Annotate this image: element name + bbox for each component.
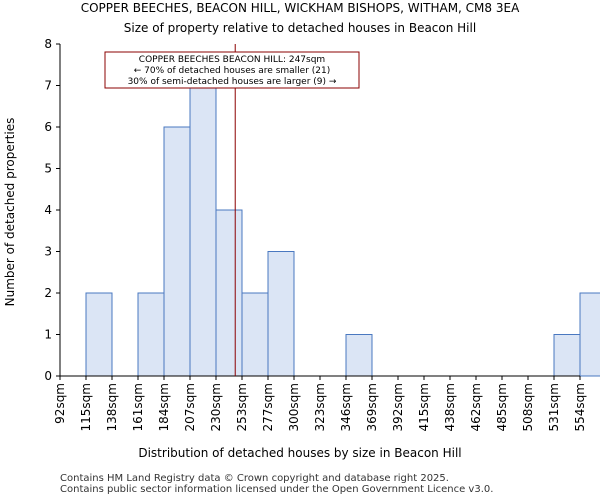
annotation-line1: COPPER BEECHES BEACON HILL: 247sqm (139, 55, 325, 65)
y-tick-label: 6 (44, 120, 52, 134)
y-tick-label: 0 (44, 369, 52, 383)
x-tick-label: 115sqm (79, 383, 93, 431)
x-tick-label: 485sqm (495, 383, 509, 431)
bar-184sqm (163, 126, 191, 377)
bar-group (85, 85, 600, 377)
annotation-line2: ← 70% of detached houses are smaller (21… (134, 66, 331, 76)
bar-161sqm (137, 292, 165, 377)
x-tick-label: 253sqm (235, 383, 249, 431)
x-tick-label: 138sqm (105, 383, 119, 431)
footer-line2: Contains public sector information licen… (60, 484, 494, 495)
y-tick-label: 8 (44, 37, 52, 51)
bar-115sqm (85, 292, 113, 377)
y-axis-label: Number of detached properties (3, 118, 17, 307)
footer-line1: Contains HM Land Registry data © Crown c… (60, 473, 449, 484)
x-tick-label: 438sqm (443, 383, 457, 431)
x-tick-label: 415sqm (417, 383, 431, 431)
histogram-chart: COPPER BEECHES, BEACON HILL, WICKHAM BIS… (3, 1, 600, 460)
x-tick-label: 161sqm (131, 383, 145, 431)
x-axis-label: Distribution of detached houses by size … (138, 446, 461, 460)
x-tick-label: 323sqm (313, 383, 327, 431)
y-axis-ticks: 0 1 2 3 4 5 6 7 8 (44, 37, 60, 383)
bar-230sqm (215, 209, 243, 377)
x-tick-label: 277sqm (261, 383, 275, 431)
bar-253sqm (241, 292, 269, 377)
y-tick-label: 4 (44, 203, 52, 217)
x-tick-label: 392sqm (391, 383, 405, 431)
footer: Contains HM Land Registry data © Crown c… (60, 473, 493, 495)
annotation-line3: 30% of semi-detached houses are larger (… (128, 77, 337, 87)
bar-277sqm (267, 251, 295, 377)
x-tick-label: 508sqm (521, 383, 535, 431)
y-tick-label: 2 (44, 286, 52, 300)
x-tick-label: 230sqm (209, 383, 223, 431)
annotation-box (104, 51, 360, 89)
bar-207sqm (189, 85, 217, 377)
y-tick-label: 1 (44, 328, 52, 342)
x-tick-label: 300sqm (287, 383, 301, 431)
x-axis-ticks: 92sqm 115sqm 138sqm 161sqm 184sqm 207sqm 230sq… (53, 376, 587, 431)
chart-title-line2: Size of property relative to detached ho… (124, 21, 476, 35)
x-tick-label: 92sqm (53, 383, 67, 424)
x-tick-label: 207sqm (183, 383, 197, 431)
y-tick-label: 5 (44, 162, 52, 176)
bar-554sqm (579, 292, 600, 377)
x-tick-label: 554sqm (573, 383, 587, 431)
x-tick-label: 346sqm (339, 383, 353, 431)
y-tick-label: 7 (44, 79, 52, 93)
x-tick-label: 369sqm (365, 383, 379, 431)
x-tick-label: 184sqm (157, 383, 171, 431)
x-tick-label: 531sqm (547, 383, 561, 431)
y-tick-label: 3 (44, 245, 52, 259)
bar-346sqm (345, 334, 373, 377)
bar-531sqm (553, 334, 581, 377)
x-tick-label: 462sqm (469, 383, 483, 431)
chart-title-line1: COPPER BEECHES, BEACON HILL, WICKHAM BIS… (81, 1, 520, 15)
